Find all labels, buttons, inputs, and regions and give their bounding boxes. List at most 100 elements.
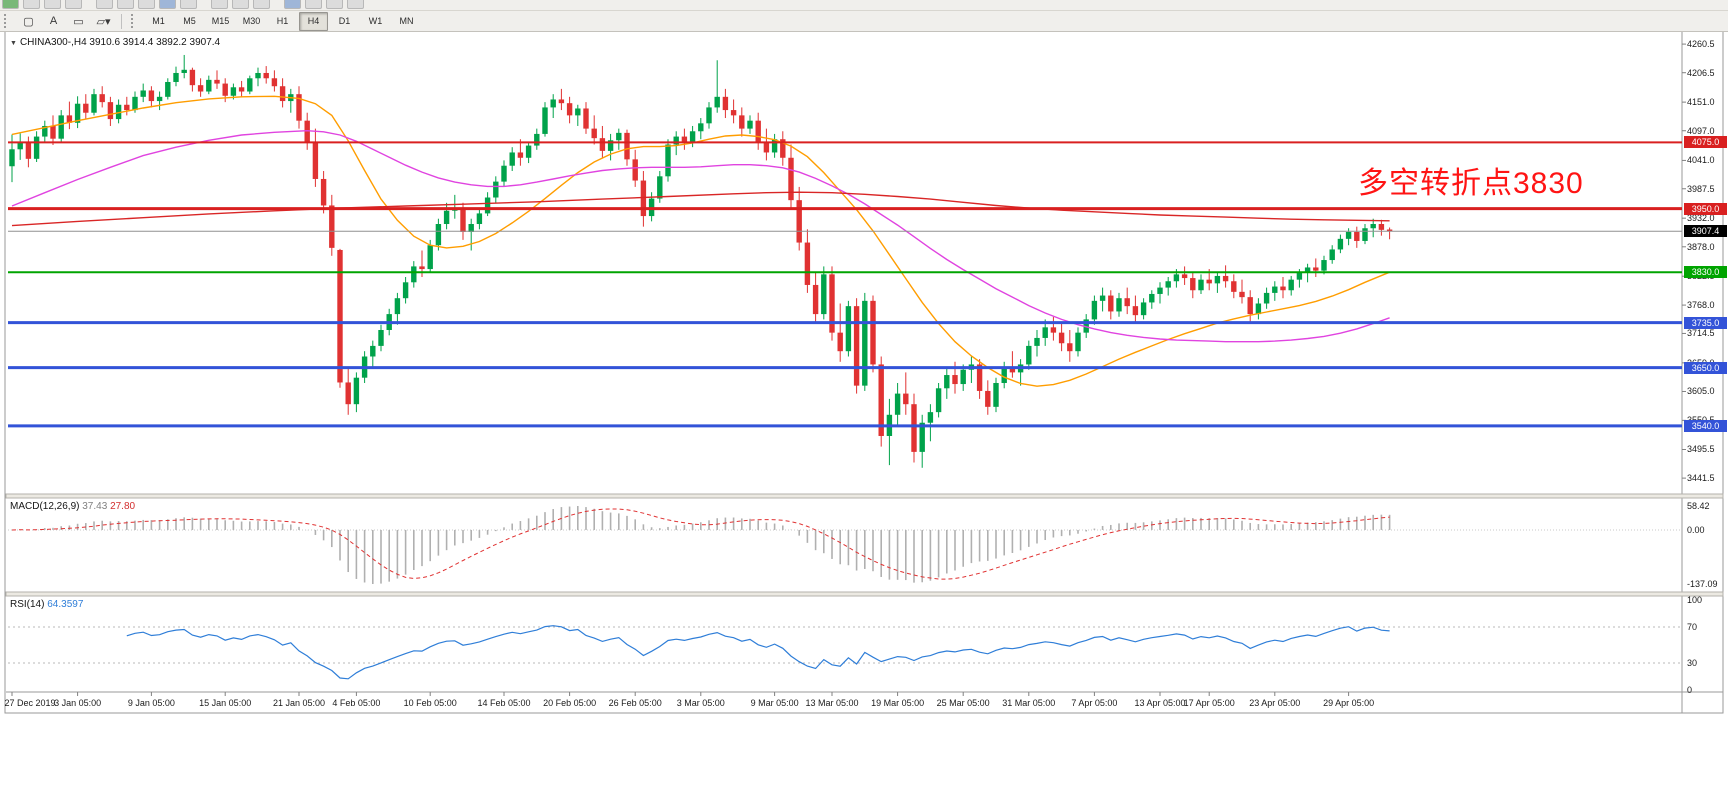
chart-frame [4,30,1724,714]
time-axis-label: 14 Feb 05:00 [477,698,531,708]
time-axis-label: 25 Mar 05:00 [936,698,990,708]
time-axis-label: 4 Feb 05:00 [332,698,381,708]
hline-price-box: 3650.0 [1684,361,1727,374]
text-tool-icon[interactable]: A [49,15,58,27]
cursor-tool-icon[interactable]: ▢ [23,15,34,28]
hline-price-box: 4075.0 [1684,136,1727,149]
time-axis-label: 10 Feb 05:00 [403,698,457,708]
hline-price-box: 3735.0 [1684,316,1727,329]
time-axis-label: 23 Apr 05:00 [1249,698,1301,708]
toolbar-separator [121,13,122,29]
hline-price-box: 3950.0 [1684,202,1727,215]
macd-title: MACD(12,26,9) [10,501,80,512]
chart-ohlc-header: ▼ CHINA300-,H4 3910.6 3914.4 3892.2 3907.… [10,37,220,48]
price-scale-label: 3605.0 [1687,386,1715,397]
rsi-title: RSI(14) [10,599,45,610]
rsi-scale-label: 30 [1687,658,1698,668]
macd-scale-label: 0.00 [1687,524,1705,535]
toolbar-icon[interactable] [326,0,343,9]
rsi-scale-label: 70 [1687,622,1698,632]
timeframe-button-mn[interactable]: MN [399,16,414,26]
toolbar-row-top [0,0,1728,11]
rsi-header: RSI(14) 64.3597 [10,599,83,610]
shapes-tool-icon[interactable]: ▱▾ [96,15,111,28]
timeframe-button-m5[interactable]: M5 [183,16,196,26]
price-scale-label: 4041.0 [1687,155,1715,166]
toolbar-icon[interactable] [284,0,301,9]
axis-ticks-layer [11,43,1686,696]
time-axis-label: 27 Dec 2019 [4,698,56,708]
timeframe-button-h1[interactable]: H1 [276,16,289,26]
time-axis-label: 20 Feb 05:00 [543,698,597,708]
toolbar-icon[interactable] [159,0,176,9]
timeframe-button-m30[interactable]: M30 [242,16,261,26]
toolbar-icon[interactable] [180,0,197,9]
price-scale-label: 3495.5 [1687,444,1715,455]
time-axis-label: 19 Mar 05:00 [871,698,925,708]
horizontal-lines-layer[interactable] [8,141,1682,428]
price-scale-label: 3932.0 [1687,213,1715,224]
toolbar-icon[interactable] [211,0,228,9]
moving-averages-layer [11,95,1390,387]
toolbar-icon[interactable] [117,0,134,9]
time-axis-label: 17 Apr 05:00 [1183,698,1235,708]
hline-price-box: 3830.0 [1684,266,1727,279]
time-axis-label: 26 Feb 05:00 [608,698,662,708]
macd-main-value: 37.43 [82,501,108,512]
toolbar-icon[interactable] [2,0,19,9]
rsi-value: 64.3597 [47,599,84,610]
price-scale-label: 3987.5 [1687,183,1715,194]
ohlc-values: 3910.6 3914.4 3892.2 3907.4 [89,37,221,48]
hline-price-box: 3540.0 [1684,419,1727,432]
candles-layer [9,54,1393,468]
time-axis-label: 3 Jan 05:00 [54,698,102,708]
macd-header: MACD(12,26,9) 37.43 27.80 [10,501,135,512]
toolbar-icon[interactable] [138,0,155,9]
price-scale-label: 3714.5 [1687,328,1715,339]
time-axis-label: 13 Apr 05:00 [1134,698,1186,708]
time-axis-label: 29 Apr 05:00 [1323,698,1375,708]
label-tool-icon[interactable]: ▭ [73,15,84,28]
price-scale-label: 4260.5 [1687,39,1715,50]
time-axis-label: 9 Mar 05:00 [750,698,799,708]
toolbar-icon[interactable] [305,0,322,9]
macd-scale-label: -137.09 [1687,579,1718,589]
price-scale-label: 4097.0 [1687,125,1715,136]
timeframe-button-w1[interactable]: W1 [368,16,383,26]
timeframe-button-d1[interactable]: D1 [338,16,351,26]
time-axis-label: 9 Jan 05:00 [127,698,175,708]
symbol-dropdown-icon[interactable]: ▼ [10,40,17,47]
toolbar-icon[interactable] [23,0,40,9]
time-axis-label: 7 Apr 05:00 [1071,698,1118,708]
toolbar-row-tools: ▢ A ▭ ▱▾ M1 M5 M15 M30 H1 H4 D1 W1 MN [0,11,1728,32]
toolbar-grip[interactable] [4,14,12,28]
time-axis-label: 31 Mar 05:00 [1002,698,1056,708]
macd-signal-value: 27.80 [110,501,136,512]
rsi-layer [8,625,1682,680]
price-scale-label: 3768.0 [1687,300,1715,311]
timeframe-button-h4[interactable]: H4 [299,11,328,31]
toolbar-icon[interactable] [96,0,113,9]
time-axis-label: 21 Jan 05:00 [272,698,326,708]
price-scale-label: 4206.5 [1687,67,1715,78]
toolbar-icon[interactable] [253,0,270,9]
toolbar-icon[interactable] [44,0,61,9]
rsi-scale-label: 0 [1687,685,1693,695]
price-scale-label: 4151.0 [1687,97,1715,108]
toolbar-icon[interactable] [65,0,82,9]
price-scale-label: 3878.0 [1687,241,1715,252]
time-axis-label: 15 Jan 05:00 [199,698,252,708]
symbol-period-label: CHINA300-,H4 [19,37,87,48]
toolbar-icon[interactable] [347,0,364,9]
macd-layer [8,506,1682,584]
toolbar-grip[interactable] [131,14,139,28]
current-price-box: 3907.4 [1684,225,1727,238]
timeframe-button-m1[interactable]: M1 [152,16,165,26]
time-axis-label: 13 Mar 05:00 [805,698,859,708]
timeframe-button-m15[interactable]: M15 [211,16,230,26]
macd-scale-label: 58.42 [1687,501,1710,511]
toolbar-icon[interactable] [232,0,249,9]
price-scale-label: 3441.5 [1687,473,1715,484]
